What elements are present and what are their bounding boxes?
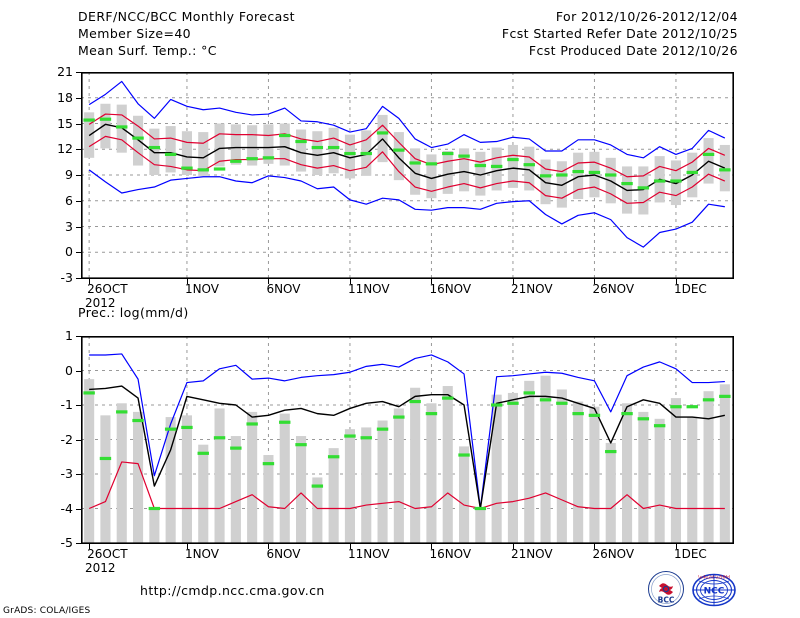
x-tick-label: 26OCT <box>87 282 128 296</box>
y-tick-mark <box>76 508 81 510</box>
y-tick-mark <box>76 72 81 73</box>
y-tick-label: 6 <box>65 192 73 208</box>
x-tick-mark <box>89 279 91 284</box>
x-tick-label: 1NOV <box>184 282 219 296</box>
y-tick-label: 15 <box>57 115 73 131</box>
temp-panel-title: Mean Surf. Temp.: °C <box>78 43 217 58</box>
fcst-produced-label: Fcst Produced Date 2012/10/26 <box>528 43 738 58</box>
page-title: DERF/NCC/BCC Monthly Forecast <box>78 9 295 24</box>
x-tick-label: 16NOV <box>429 282 472 296</box>
y-tick-label: 0 <box>65 244 73 260</box>
y-tick-mark <box>76 97 81 99</box>
x-tick-label: 26NOV <box>592 282 635 296</box>
y-tick-mark <box>76 149 81 151</box>
x-tick-label: 21NOV <box>510 282 553 296</box>
y-tick-label: 3 <box>65 218 73 234</box>
fcst-started-label: Fcst Started Refer Date 2012/10/25 <box>501 26 738 41</box>
member-size-label: Member Size=40 <box>78 26 192 41</box>
x-axis-year-label: 2012 <box>85 296 116 310</box>
x-tick-mark <box>268 279 270 284</box>
y-tick-mark <box>76 336 81 337</box>
x-tick-mark <box>186 544 188 549</box>
y-tick-label: -4 <box>60 500 73 516</box>
y-tick-label: -5 <box>60 535 73 550</box>
x-tick-label: 1NOV <box>184 547 219 561</box>
x-axis-year-label: 2012 <box>85 561 116 575</box>
prec-panel-title: Prec.: log(mm/d) <box>78 305 189 320</box>
y-tick-label: -3 <box>60 270 73 285</box>
x-tick-label: 6NOV <box>266 282 301 296</box>
y-tick-label: 21 <box>57 64 73 79</box>
x-tick-mark <box>594 544 596 549</box>
x-tick-mark <box>431 544 433 549</box>
y-tick-mark <box>76 226 81 228</box>
y-tick-mark <box>76 175 81 176</box>
y-tick-label: -2 <box>60 431 73 447</box>
y-tick-mark <box>76 405 81 406</box>
x-tick-mark <box>675 279 677 284</box>
y-tick-mark <box>76 439 81 441</box>
y-tick-label: 12 <box>57 141 73 157</box>
svg-text:\u4e2d \u56fd: \u4e2d \u56fd <box>698 575 730 581</box>
x-tick-mark <box>512 544 514 549</box>
ncc-logo: NCC \u4e2d \u56fd <box>690 570 738 614</box>
x-tick-mark <box>675 544 677 549</box>
x-tick-mark <box>512 279 514 284</box>
svg-text:BCC: BCC <box>658 596 675 605</box>
forecast-period-label: For 2012/10/26-2012/12/04 <box>555 9 738 24</box>
bcc-logo: BCC <box>646 570 686 614</box>
y-tick-label: 18 <box>57 89 73 105</box>
y-tick-mark <box>76 543 81 544</box>
y-tick-mark <box>76 370 81 372</box>
x-tick-label: 1DEC <box>673 547 707 561</box>
x-tick-mark <box>594 279 596 284</box>
y-tick-label: 1 <box>65 328 73 343</box>
y-tick-label: -1 <box>60 397 73 412</box>
y-tick-label: 9 <box>65 167 73 182</box>
grads-credit: GrADS: COLA/IGES <box>3 606 91 616</box>
x-tick-label: 26OCT <box>87 547 128 561</box>
x-tick-mark <box>186 279 188 284</box>
temperature-plot <box>81 72 734 279</box>
x-tick-label: 11NOV <box>347 547 390 561</box>
y-tick-mark <box>76 474 81 475</box>
y-tick-mark <box>76 123 81 125</box>
x-tick-label: 26NOV <box>592 547 635 561</box>
x-tick-mark <box>431 279 433 284</box>
x-tick-label: 6NOV <box>266 547 301 561</box>
website-url[interactable]: http://cmdp.ncc.cma.gov.cn <box>140 583 325 598</box>
y-tick-mark <box>76 278 81 279</box>
y-tick-label: 0 <box>65 362 73 378</box>
x-tick-label: 21NOV <box>510 547 553 561</box>
x-tick-label: 16NOV <box>429 547 472 561</box>
y-tick-label: -3 <box>60 466 73 481</box>
y-tick-mark <box>76 252 81 254</box>
x-tick-label: 1DEC <box>673 282 707 296</box>
x-tick-label: 11NOV <box>347 282 390 296</box>
x-tick-mark <box>268 544 270 549</box>
x-tick-mark <box>349 544 351 549</box>
precipitation-plot <box>81 336 734 544</box>
y-tick-mark <box>76 200 81 202</box>
svg-text:NCC: NCC <box>704 587 725 597</box>
x-tick-mark <box>349 279 351 284</box>
x-tick-mark <box>89 544 91 549</box>
